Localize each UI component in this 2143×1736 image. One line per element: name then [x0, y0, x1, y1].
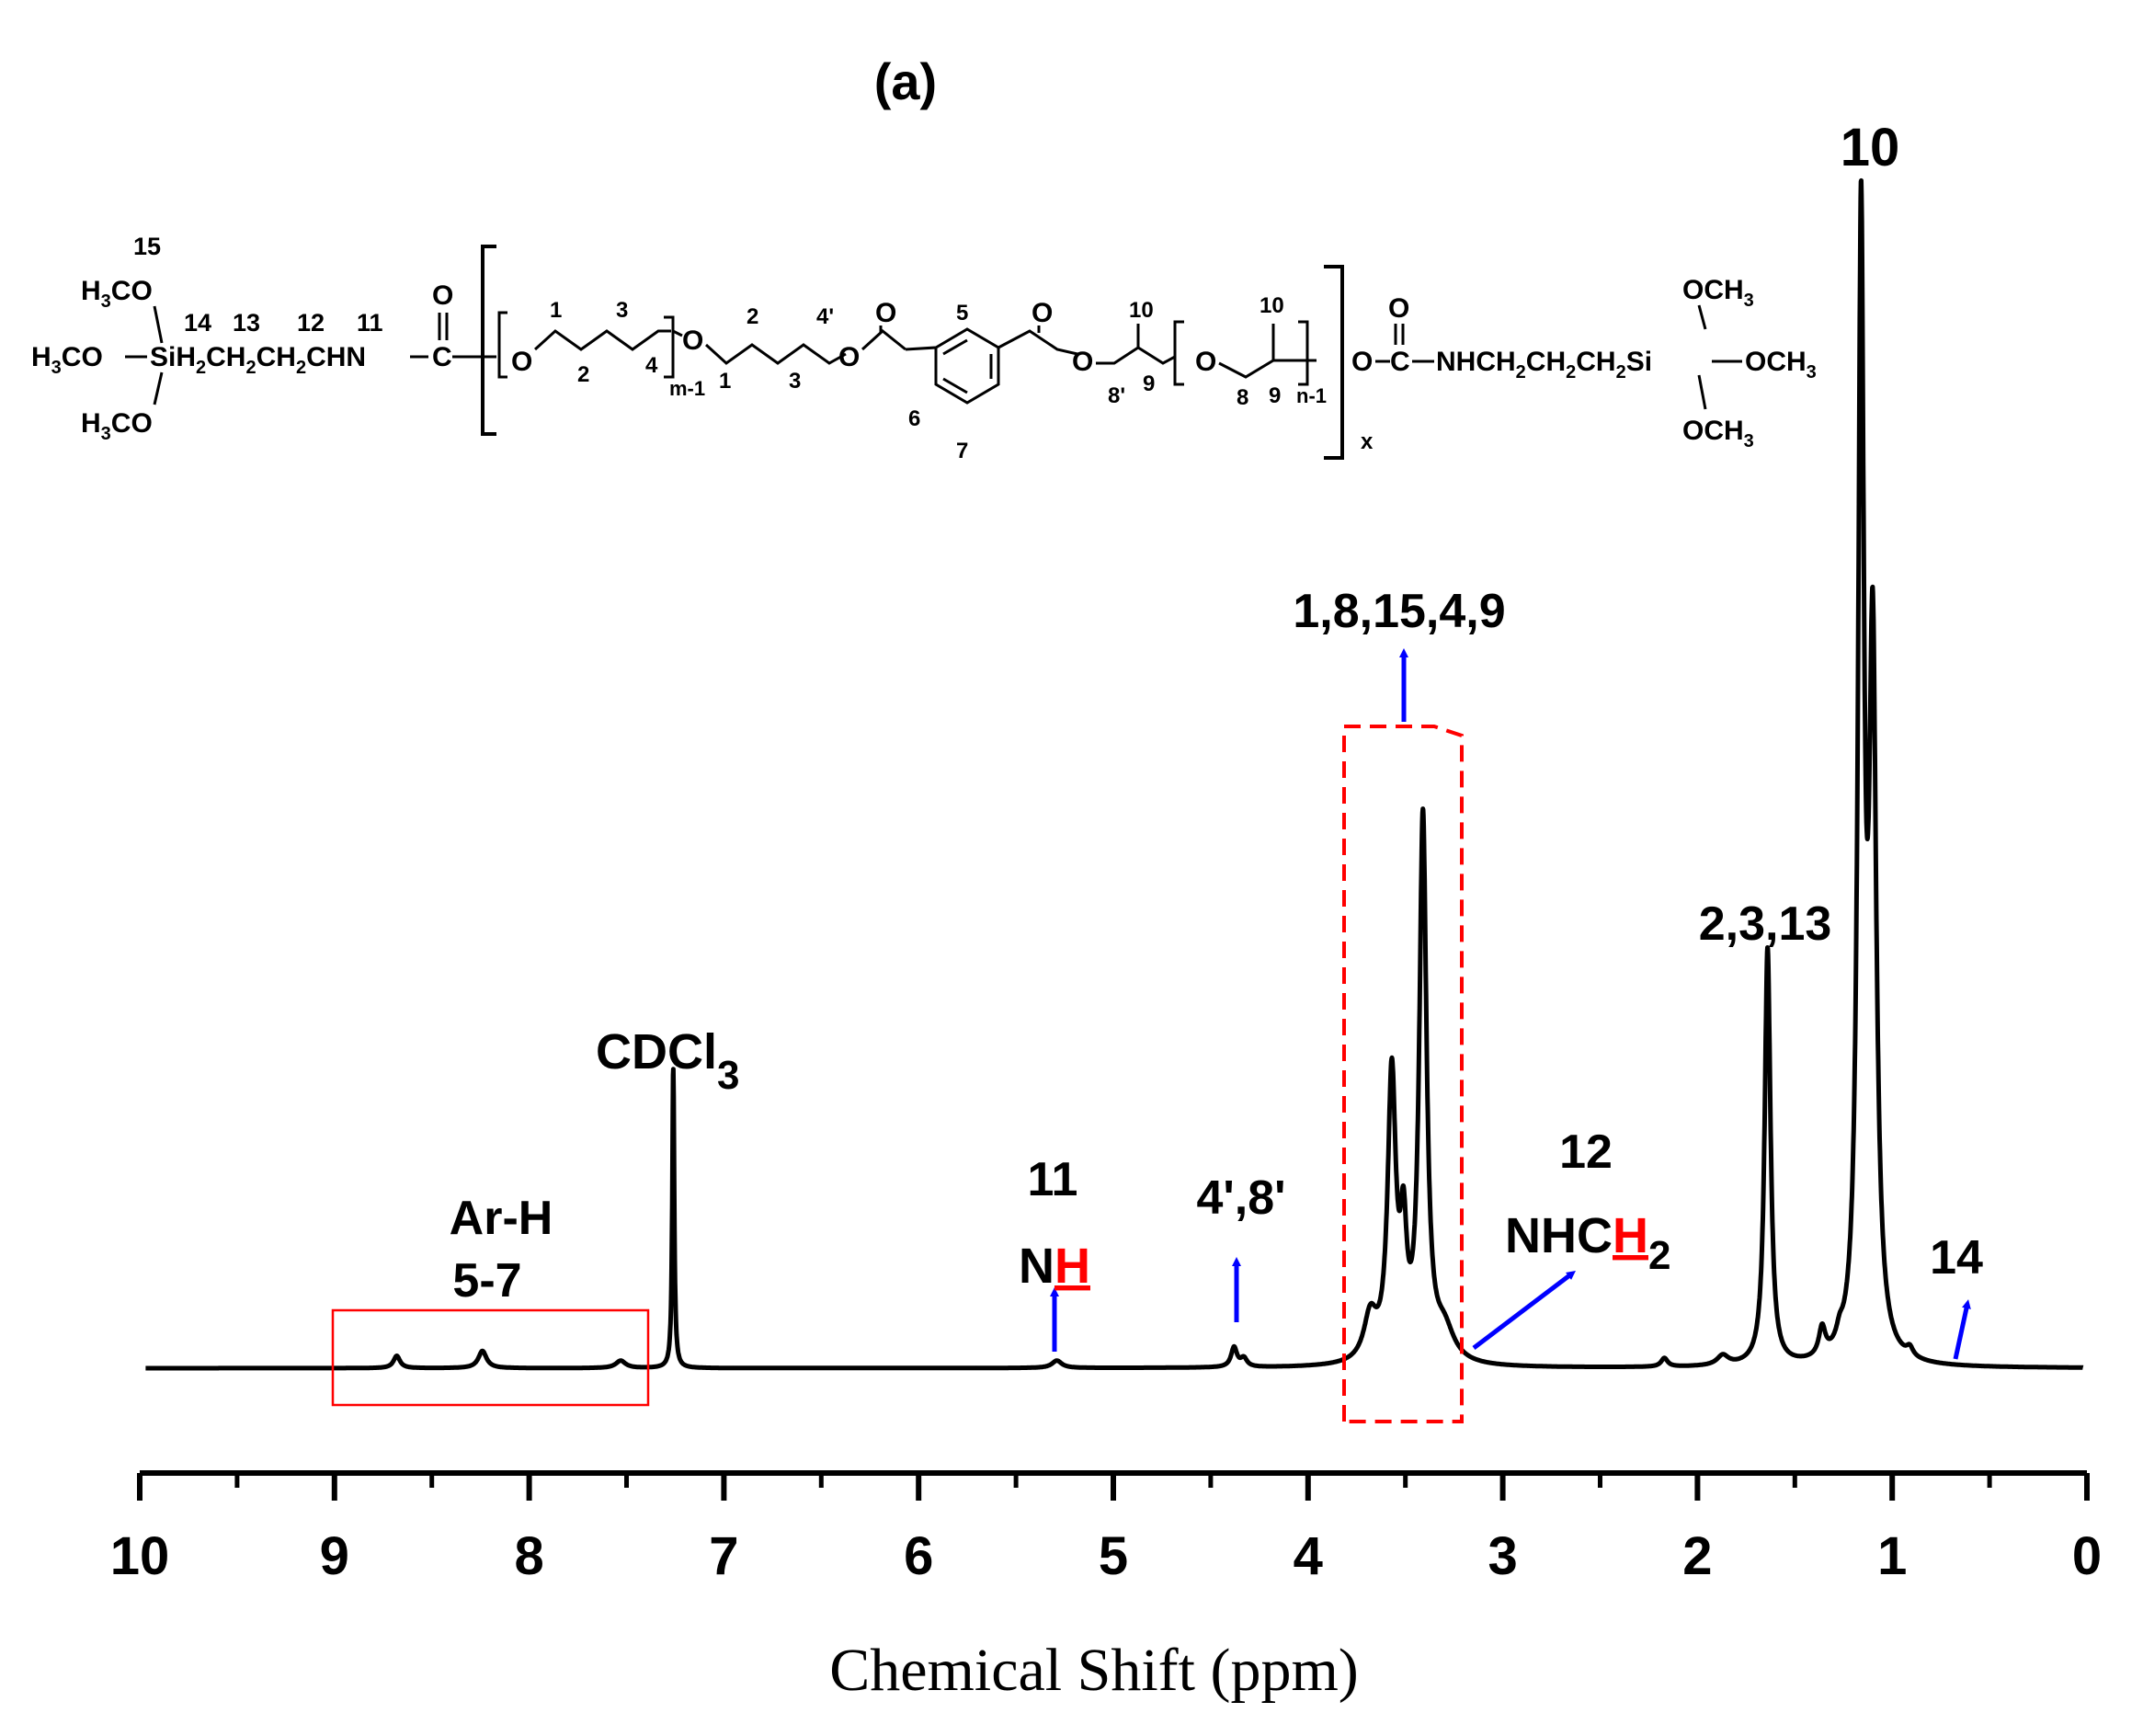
peak-label-4p-8p: 4',8': [1196, 1171, 1285, 1225]
right-chain: NHCH2CH2CH2Si: [1436, 347, 1652, 383]
peak-label-11: 11: [1028, 1153, 1078, 1206]
backbone-o2: O: [682, 326, 703, 356]
structure-label-13: 13: [233, 309, 260, 337]
x-axis-ticks: 10 9 8 7 6 5 4 3 2 1 0: [110, 1473, 2102, 1586]
label-nhch2: NHCH2: [1505, 1208, 1670, 1278]
backbone-10b: 10: [1260, 293, 1284, 318]
aromatic-region-box: [331, 1308, 650, 1407]
structure-label-11: 11: [357, 309, 383, 337]
och3-mid: OCH3: [1745, 347, 1817, 383]
structure-label-12: 12: [297, 309, 325, 337]
ring-7: 7: [956, 439, 968, 463]
x-tick-label: 4: [1294, 1526, 1323, 1586]
structure-label-15: 15: [133, 233, 161, 260]
x-tick-label: 7: [709, 1526, 738, 1586]
h3co-top: H3CO: [81, 276, 153, 312]
ring-5: 5: [956, 301, 968, 326]
solvent-label-cdcl3: CDCl3: [596, 1024, 739, 1098]
backbone-8p: 8': [1108, 383, 1125, 408]
repeat-n1: n-1: [1296, 384, 1327, 407]
peak-label-1-8-15-4-9: 1,8,15,4,9: [1293, 585, 1505, 638]
carbonyl-c-left: C: [432, 342, 452, 372]
peak-label-ar-h: Ar-H: [450, 1192, 553, 1245]
backbone-10a: 10: [1129, 298, 1154, 323]
och3-top: OCH3: [1682, 275, 1754, 311]
och3-bot: OCH3: [1682, 416, 1754, 451]
x-tick-label: 1: [1877, 1526, 1907, 1586]
backbone-1b: 1: [719, 369, 731, 394]
backbone-o4: O: [1072, 347, 1093, 377]
keto-o2: O: [1032, 298, 1053, 328]
chemical-structure: 15 H3CO H3CO 14 13 12 11 SiH2CH2CH2CHN H…: [31, 233, 1817, 463]
backbone-4a: 4: [645, 353, 658, 378]
peak-label-14: 14: [1930, 1231, 1983, 1285]
backbone-3b: 3: [789, 369, 801, 394]
backbone-o5: O: [1195, 347, 1216, 377]
peak-label-12: 12: [1559, 1125, 1613, 1179]
backbone-2a: 2: [577, 362, 589, 387]
backbone-9a: 9: [1143, 371, 1155, 396]
x-tick-label: 3: [1488, 1526, 1517, 1586]
right-o-end: O: [1351, 347, 1373, 377]
h3co-mid: H3CO: [31, 342, 103, 378]
h3co-bot: H3CO: [81, 408, 153, 444]
peak-label-2-3-13: 2,3,13: [1699, 897, 1832, 951]
arrow-14: [1953, 1299, 1971, 1360]
x-axis-title: Chemical Shift (ppm): [829, 1637, 1359, 1704]
silane-chain: SiH2CH2CH2CHN: [150, 342, 366, 378]
ring-6: 6: [908, 406, 920, 431]
label-nh: NH: [1019, 1239, 1090, 1294]
x-tick-label: 5: [1099, 1526, 1128, 1586]
backbone-1a: 1: [550, 298, 562, 323]
x-tick-label: 0: [2072, 1526, 2102, 1586]
right-carbonyl-o: O: [1388, 293, 1409, 324]
panel-label: (a): [874, 52, 937, 110]
arrow-nhch2: [1472, 1270, 1576, 1350]
nmr-spectrum-line: [143, 177, 2085, 1371]
repeat-m1: m-1: [669, 377, 705, 400]
peak-label-5-7: 5-7: [452, 1254, 521, 1308]
x-tick-label: 6: [904, 1526, 933, 1586]
x-tick-label: 9: [320, 1526, 349, 1586]
backbone-o1: O: [511, 347, 532, 377]
backbone-3a: 3: [616, 298, 628, 323]
backbone-9b: 9: [1269, 383, 1281, 408]
peak-label-10: 10: [1841, 118, 1900, 177]
backbone-2b: 2: [747, 304, 758, 329]
keto-o1: O: [875, 298, 896, 328]
x-tick-label: 2: [1682, 1526, 1712, 1586]
structure-label-14: 14: [184, 309, 211, 337]
x-tick-label: 8: [514, 1526, 543, 1586]
carbonyl-o-left: O: [432, 280, 453, 311]
ether-region-box: [1342, 725, 1464, 1423]
repeat-x: x: [1361, 429, 1374, 454]
backbone-o3: O: [838, 342, 860, 372]
right-carbonyl-c: C: [1390, 347, 1410, 377]
x-tick-label: 10: [110, 1526, 170, 1586]
backbone-4p: 4': [816, 304, 834, 329]
backbone-8: 8: [1237, 385, 1248, 410]
